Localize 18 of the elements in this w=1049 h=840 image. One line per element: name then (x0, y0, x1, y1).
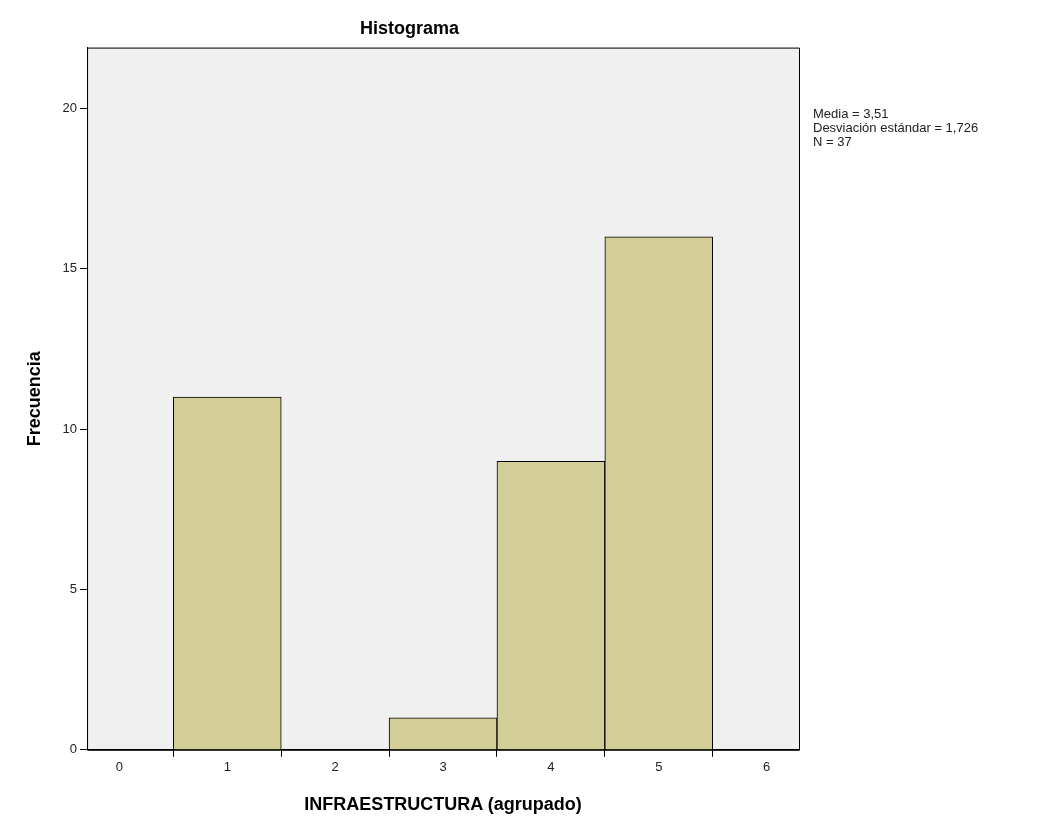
y-tick-label: 20 (62, 100, 78, 116)
text: Media = 3,51 (813, 105, 889, 121)
y-tick-label: 5 (69, 581, 78, 597)
x-tick-label: 0 (115, 759, 124, 775)
y-axis-title: Frecuencia (23, 350, 44, 447)
x-tick-label: 3 (439, 759, 447, 775)
x-tick-label: 4 (547, 759, 555, 775)
x-tick-label: 2 (331, 759, 339, 775)
chart-title: Histograma (359, 17, 460, 38)
y-tick-label: 0 (69, 741, 78, 757)
y-tick-label: 10 (62, 420, 78, 436)
text: Desviación estándar = 1,726 (813, 119, 979, 135)
x-axis-title: INFRAESTRUCTURA (agrupado) (304, 794, 582, 815)
y-tick-label: 15 (62, 260, 78, 276)
text: N = 37 (813, 133, 852, 149)
x-tick-label: 6 (763, 759, 771, 775)
x-tick-label: 1 (223, 759, 231, 775)
x-tick-label: 5 (655, 759, 663, 775)
